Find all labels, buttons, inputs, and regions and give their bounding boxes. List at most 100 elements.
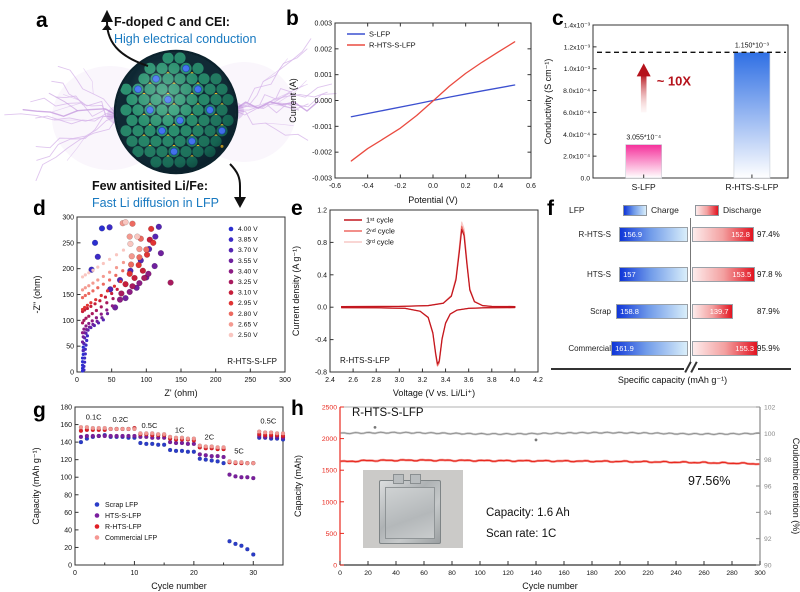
charge-bar [616,304,688,319]
svg-text:0: 0 [73,570,77,577]
discharge-value: 153.5 [732,270,752,279]
h-test-conditions: Capacity: 1.6 Ah Scan rate: 1C [486,503,570,546]
svg-text:1ˢᵗ cycle: 1ˢᵗ cycle [366,216,394,225]
svg-text:3.70 V: 3.70 V [238,247,258,254]
panel-letter-b: b [286,7,299,30]
svg-text:-0.8: -0.8 [315,370,327,377]
svg-text:100: 100 [764,431,776,438]
svg-text:96: 96 [764,484,772,491]
svg-text:Coulombic retention (%): Coulombic retention (%) [791,438,800,535]
svg-text:2.6: 2.6 [348,377,358,384]
efficiency-value: 87.9% [757,307,780,316]
svg-text:30: 30 [249,570,257,577]
panel-letter-c: c [552,7,564,30]
rate-capability-chart: 0 10 20 30 0 20 40 60 80 100 120 140 160 180 Cycle num… [31,405,286,591]
svg-text:120: 120 [502,570,514,577]
svg-text:Z' (ohm): Z' (ohm) [164,388,197,398]
svg-text:98: 98 [764,457,772,464]
svg-text:0.5C: 0.5C [142,421,158,430]
h-retention-value: 97.56% [688,474,731,488]
charge-legend-swatch [623,205,647,216]
svg-text:0.8: 0.8 [317,240,327,247]
discharge-bar [692,227,754,242]
svg-text:3.55 V: 3.55 V [238,258,258,265]
svg-text:5C: 5C [234,447,244,456]
svg-text:100: 100 [474,570,486,577]
svg-text:1.150*10⁻³: 1.150*10⁻³ [735,42,770,49]
panel-letter-e: e [291,197,303,220]
pouch-cell [379,474,441,544]
svg-text:4.0x10⁻⁴: 4.0x10⁻⁴ [563,132,590,139]
svg-text:0.4: 0.4 [317,272,327,279]
svg-text:Commercial LFP: Commercial LFP [105,535,157,542]
svg-text:0: 0 [338,570,342,577]
svg-text:Conductivity (S cm⁻¹): Conductivity (S cm⁻¹) [543,59,553,145]
caption-conduction: High electrical conduction [114,31,257,46]
svg-text:90: 90 [764,563,772,570]
svg-text:10: 10 [131,570,139,577]
svg-text:1.0x10⁻³: 1.0x10⁻³ [564,66,591,73]
svg-text:1.2: 1.2 [317,208,327,215]
svg-text:Potential (V): Potential (V) [408,195,458,205]
charge-value: 157 [623,270,636,279]
svg-text:2ⁿᵈ cycle: 2ⁿᵈ cycle [366,227,395,236]
svg-text:0.003: 0.003 [314,21,332,28]
svg-text:Capacity (mAh g⁻¹): Capacity (mAh g⁻¹) [31,447,41,524]
svg-text:Capacity (mAh): Capacity (mAh) [293,455,303,517]
svg-text:0: 0 [333,563,337,570]
panel-letter-d: d [33,197,46,220]
panel-letter-h: h [291,397,304,420]
panel-letter-f: f [547,197,554,220]
svg-text:500: 500 [326,531,338,538]
svg-text:-0.4: -0.4 [315,337,327,344]
charge-legend-label: Charge [651,205,679,215]
svg-text:40: 40 [392,570,400,577]
svg-text:1000: 1000 [322,499,337,506]
svg-text:180: 180 [60,405,72,412]
svg-text:3ʳᵈ cycle: 3ʳᵈ cycle [366,238,394,247]
svg-text:2.95 V: 2.95 V [238,300,258,307]
svg-text:2.65 V: 2.65 V [238,321,258,328]
f-xaxis-label: Specific capacity (mAh g⁻¹) [617,375,728,385]
svg-text:3.0: 3.0 [394,377,404,384]
svg-text:Current (A): Current (A) [288,78,298,123]
svg-text:180: 180 [586,570,598,577]
svg-text:0.5C: 0.5C [260,417,276,426]
svg-text:2000: 2000 [322,436,337,443]
cycling-stability-chart: 0 20 40 60 80 100 120 140 160 180 200 220 240 260 280 3… [293,405,800,592]
svg-text:3.40 V: 3.40 V [238,268,258,275]
svg-text:-0.003: -0.003 [312,176,332,183]
svg-text:-0.6: -0.6 [329,183,341,190]
svg-text:0.0: 0.0 [428,183,438,190]
svg-text:-0.4: -0.4 [362,183,374,190]
h-scanrate-note: Scan rate: 1C [486,528,557,541]
svg-text:100: 100 [60,475,72,482]
caption-antisite: Few antisited Li/Fe: [92,179,208,193]
svg-text:2.8: 2.8 [371,377,381,384]
svg-text:Scrap LFP: Scrap LFP [105,502,138,509]
svg-text:50: 50 [66,344,74,351]
charge-value: 158.8 [620,307,639,316]
svg-text:3.8: 3.8 [487,377,497,384]
svg-text:60: 60 [420,570,428,577]
svg-text:1.2x10⁻³: 1.2x10⁻³ [564,44,591,51]
svg-text:0.2: 0.2 [461,183,471,190]
svg-text:R-HTS-S-LFP: R-HTS-S-LFP [227,357,277,366]
svg-text:4.2: 4.2 [533,377,543,384]
svg-text:40: 40 [64,527,72,534]
h-sample-label: R-HTS-S-LFP [352,407,424,419]
svg-text:80: 80 [448,570,456,577]
svg-text:R-HTS-S-LFP: R-HTS-S-LFP [340,356,390,365]
svg-text:0.002: 0.002 [314,46,332,53]
svg-text:200: 200 [62,266,74,273]
cell-body-seam [385,487,435,539]
f-row-label: Commercial [568,344,611,353]
cv-cycles-chart: 2.4 2.6 2.8 3.0 3.2 3.4 3.6 3.8 4.0 4.2 -0.8 -0.4 0.… [291,208,543,399]
panel-a-top-caption: F-doped C and CEI: High electrical condu… [114,14,256,47]
eis-nyquist-chart: 0 50 100 150 200 250 300 0 50 100 150 200 250 300 Z' (… [32,215,291,399]
svg-text:0.0: 0.0 [581,176,591,183]
svg-text:2C: 2C [205,432,215,441]
svg-text:20: 20 [364,570,372,577]
svg-text:20: 20 [64,545,72,552]
